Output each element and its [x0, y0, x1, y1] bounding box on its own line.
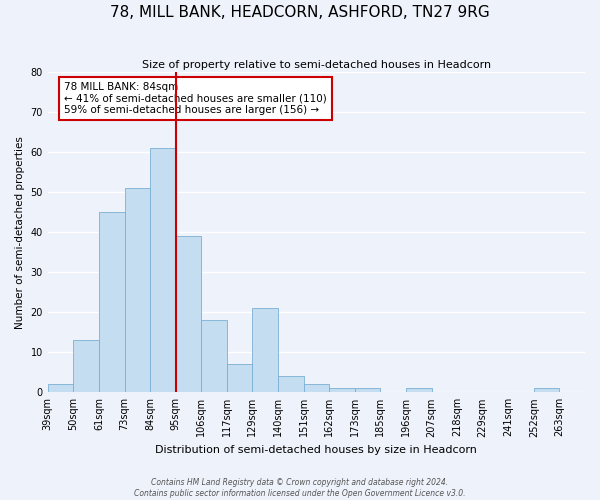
Text: 78 MILL BANK: 84sqm
← 41% of semi-detached houses are smaller (110)
59% of semi-: 78 MILL BANK: 84sqm ← 41% of semi-detach…	[64, 82, 326, 115]
Bar	[125, 188, 150, 392]
Bar	[176, 236, 201, 392]
Bar	[355, 388, 380, 392]
Bar	[227, 364, 253, 392]
Bar	[150, 148, 176, 392]
Bar	[73, 340, 99, 392]
Bar	[253, 308, 278, 392]
Bar	[278, 376, 304, 392]
Bar	[534, 388, 559, 392]
Bar	[99, 212, 125, 392]
Title: Size of property relative to semi-detached houses in Headcorn: Size of property relative to semi-detach…	[142, 60, 491, 70]
Bar	[48, 384, 73, 392]
Bar	[329, 388, 355, 392]
Bar	[201, 320, 227, 392]
Y-axis label: Number of semi-detached properties: Number of semi-detached properties	[15, 136, 25, 328]
Text: 78, MILL BANK, HEADCORN, ASHFORD, TN27 9RG: 78, MILL BANK, HEADCORN, ASHFORD, TN27 9…	[110, 5, 490, 20]
Bar	[304, 384, 329, 392]
Text: Contains HM Land Registry data © Crown copyright and database right 2024.
Contai: Contains HM Land Registry data © Crown c…	[134, 478, 466, 498]
Bar	[406, 388, 431, 392]
X-axis label: Distribution of semi-detached houses by size in Headcorn: Distribution of semi-detached houses by …	[155, 445, 478, 455]
